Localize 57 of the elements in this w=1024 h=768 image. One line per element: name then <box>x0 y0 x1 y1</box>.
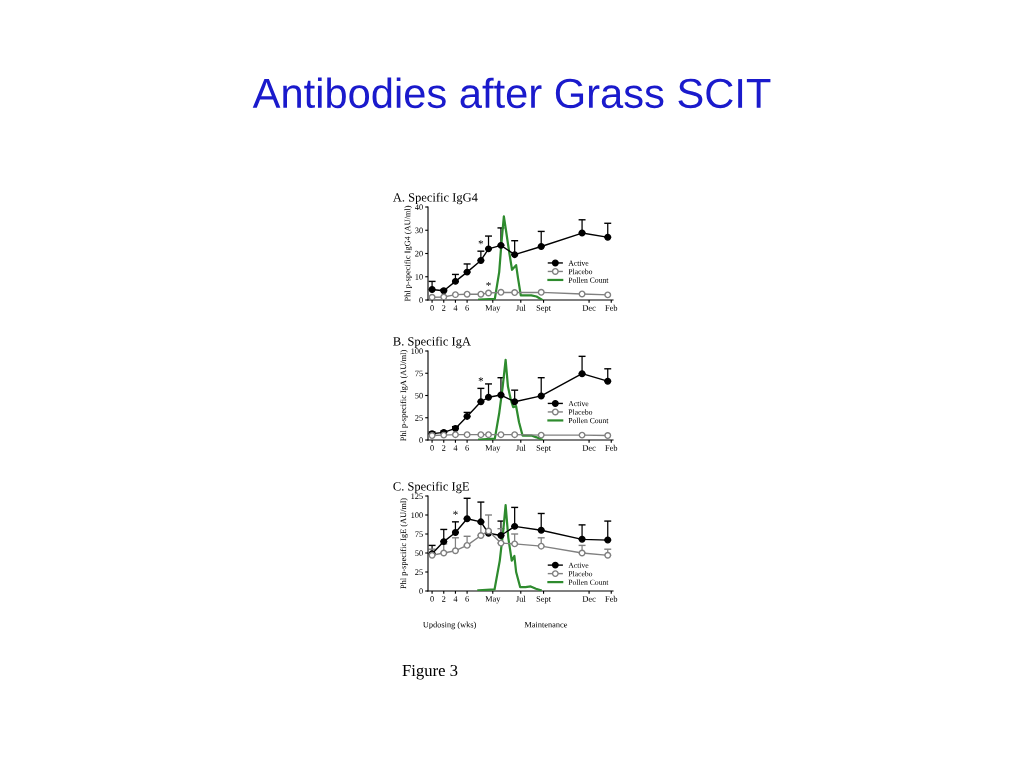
x-tick-label: Sept <box>536 305 551 313</box>
x-tick-label: 2 <box>442 596 446 602</box>
x-tick-label: May <box>485 445 501 453</box>
x-tick-label: Feb <box>605 304 618 311</box>
x-tick-label: Sept <box>536 445 551 453</box>
caption: Figure 3 <box>402 664 458 680</box>
x-tick-label: 6 <box>465 305 469 311</box>
x-tick-label: 2 <box>442 305 446 311</box>
x-tick-label: Sept <box>536 596 551 604</box>
x-tick-label: 0 <box>430 305 434 311</box>
x-tick-label: 2 <box>442 445 446 451</box>
x-tick-label: 4 <box>453 305 458 311</box>
chart-title: B. Specific IgA <box>393 336 471 349</box>
text: Updosing (wks) <box>423 621 476 630</box>
y-tick-label: 30 <box>415 227 423 234</box>
y-axis-title: Phl p-specific IgG4 (AU/ml) <box>404 205 413 302</box>
annotation: * <box>478 377 484 382</box>
x-tick-label: Dec <box>582 445 596 451</box>
y-tick-label: 125 <box>411 493 423 499</box>
y-tick-label: 10 <box>415 274 423 280</box>
y-tick-label: 100 <box>411 348 423 354</box>
text: Maintenance <box>524 621 568 628</box>
x-tick-label: May <box>485 305 501 313</box>
annotation: * <box>478 240 484 245</box>
x-tick-label: 6 <box>465 596 469 602</box>
y-tick-label: 25 <box>415 569 423 575</box>
y-tick-label: 50 <box>415 392 423 399</box>
x-tick-label: Jul <box>516 595 526 602</box>
x-tick-label: Feb <box>605 444 618 451</box>
x-tick-label: 4 <box>453 596 458 602</box>
y-tick-label: 75 <box>415 370 423 377</box>
x-tick-label: Dec <box>582 596 596 602</box>
y-tick-label: 25 <box>415 415 423 421</box>
chart-title: C. Specific IgE <box>393 481 469 494</box>
x-tick-label: May <box>485 596 501 604</box>
y-tick-label: 0 <box>419 297 423 303</box>
annotation: * <box>486 281 491 287</box>
x-tick-label: 6 <box>465 445 469 451</box>
y-tick-label: 0 <box>419 437 423 443</box>
y-tick-label: 75 <box>415 531 423 537</box>
x-tick-label: 0 <box>430 596 434 602</box>
x-tick-label: Dec <box>582 305 596 311</box>
y-tick-label: 40 <box>414 204 423 210</box>
y-tick-label: 50 <box>415 550 423 556</box>
x-tick-label: Jul <box>516 304 526 311</box>
x-tick-label: 0 <box>430 445 434 451</box>
y-tick-label: 20 <box>415 250 423 257</box>
y-axis-title: Phl p-specific IgA (AU/ml) <box>400 350 408 441</box>
x-tick-label: Feb <box>605 595 618 602</box>
x-tick-label: Jul <box>516 444 526 451</box>
y-axis-title: Phl p-specific IgE (AU/ml) <box>400 498 408 589</box>
y-tick-label: 0 <box>419 588 423 594</box>
x-tick-label: 4 <box>453 445 458 451</box>
text: Antibodies after Grass SCIT <box>252 77 771 109</box>
y-tick-label: 100 <box>411 512 423 518</box>
annotation: * <box>453 510 458 515</box>
chart-title: A. Specific IgG4 <box>392 192 478 205</box>
